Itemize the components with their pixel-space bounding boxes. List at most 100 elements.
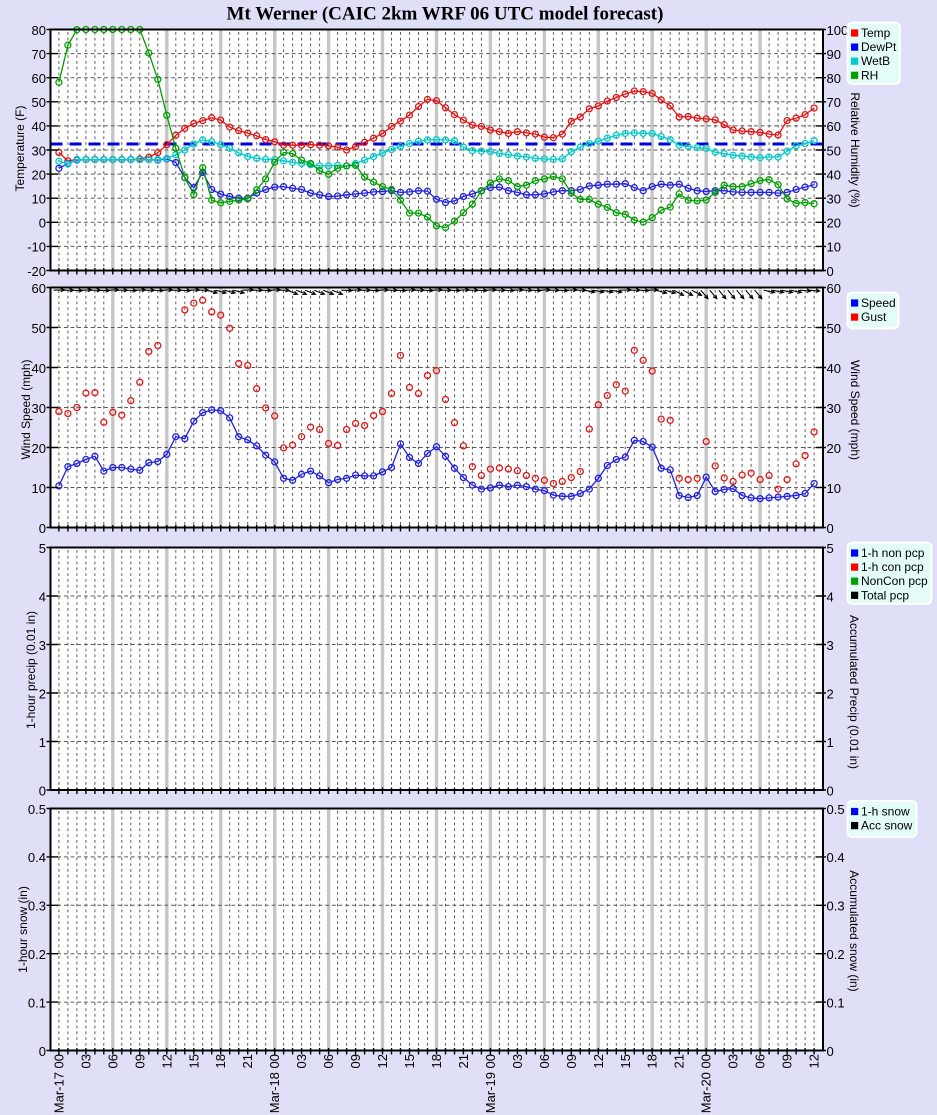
svg-text:12: 12 [807, 1054, 822, 1068]
svg-text:20: 20 [32, 441, 46, 456]
svg-text:1: 1 [827, 735, 834, 750]
svg-text:09: 09 [780, 1054, 795, 1068]
svg-text:09: 09 [348, 1054, 363, 1068]
svg-text:03: 03 [510, 1054, 525, 1068]
svg-text:50: 50 [32, 95, 46, 110]
svg-text:15: 15 [618, 1054, 633, 1068]
svg-text:0.5: 0.5 [28, 802, 46, 817]
svg-text:5: 5 [827, 541, 834, 556]
svg-text:10: 10 [827, 240, 841, 255]
svg-text:-20: -20 [27, 264, 46, 279]
svg-text:WetB: WetB [861, 54, 890, 68]
svg-text:18: 18 [645, 1054, 660, 1068]
svg-text:1-h con pcp: 1-h con pcp [861, 560, 924, 574]
svg-text:0.2: 0.2 [28, 947, 46, 962]
svg-text:1: 1 [39, 735, 46, 750]
svg-text:0: 0 [827, 1044, 834, 1059]
svg-text:09: 09 [132, 1054, 147, 1068]
svg-text:Mar-19 00: Mar-19 00 [483, 1054, 498, 1113]
svg-text:20: 20 [32, 167, 46, 182]
svg-text:2: 2 [827, 686, 834, 701]
svg-text:4: 4 [827, 589, 834, 604]
svg-text:80: 80 [32, 23, 46, 38]
svg-text:80: 80 [827, 71, 841, 86]
svg-text:Mar-20 00: Mar-20 00 [699, 1054, 714, 1113]
svg-text:40: 40 [32, 361, 46, 376]
svg-text:Mt Werner (CAIC 2km WRF 06 UTC: Mt Werner (CAIC 2km WRF 06 UTC model for… [227, 4, 664, 25]
svg-text:60: 60 [32, 281, 46, 296]
svg-text:4: 4 [39, 589, 46, 604]
svg-text:12: 12 [375, 1054, 390, 1068]
svg-text:Speed: Speed [861, 296, 896, 310]
svg-text:Mar-18 00: Mar-18 00 [267, 1054, 282, 1113]
svg-text:40: 40 [32, 119, 46, 134]
svg-text:0.4: 0.4 [827, 850, 845, 865]
svg-text:Wind Speed (mph): Wind Speed (mph) [848, 360, 862, 460]
svg-text:10: 10 [827, 481, 841, 496]
svg-text:20: 20 [827, 441, 841, 456]
svg-text:15: 15 [402, 1054, 417, 1068]
svg-text:0.4: 0.4 [28, 850, 46, 865]
svg-text:50: 50 [827, 321, 841, 336]
svg-text:5: 5 [39, 541, 46, 556]
svg-text:06: 06 [105, 1054, 120, 1068]
svg-text:30: 30 [827, 401, 841, 416]
svg-text:0: 0 [39, 521, 46, 536]
svg-text:30: 30 [32, 401, 46, 416]
svg-text:20: 20 [827, 216, 841, 231]
svg-text:0: 0 [39, 783, 46, 798]
svg-text:90: 90 [827, 47, 841, 62]
svg-text:0: 0 [39, 1044, 46, 1059]
svg-text:0.3: 0.3 [28, 899, 46, 914]
svg-text:0.5: 0.5 [827, 802, 845, 817]
svg-text:1-hour snow (in): 1-hour snow (in) [16, 886, 30, 973]
svg-text:3: 3 [39, 638, 46, 653]
svg-text:Relative Humidity (%): Relative Humidity (%) [848, 92, 862, 207]
svg-text:12: 12 [159, 1054, 174, 1068]
svg-text:21: 21 [456, 1054, 471, 1068]
svg-text:0: 0 [39, 216, 46, 231]
svg-text:0.3: 0.3 [827, 899, 845, 914]
svg-text:Temperature (F): Temperature (F) [13, 105, 27, 191]
svg-text:03: 03 [78, 1054, 93, 1068]
svg-text:10: 10 [32, 192, 46, 207]
svg-text:12: 12 [591, 1054, 606, 1068]
svg-text:10: 10 [32, 481, 46, 496]
svg-text:21: 21 [240, 1054, 255, 1068]
svg-text:0.1: 0.1 [28, 995, 46, 1010]
svg-text:RH: RH [861, 68, 878, 82]
svg-text:60: 60 [32, 71, 46, 86]
svg-text:1-h non pcp: 1-h non pcp [861, 546, 925, 560]
svg-text:1-hour precip (0.01 in): 1-hour precip (0.01 in) [24, 611, 38, 729]
svg-text:-10: -10 [27, 240, 46, 255]
svg-text:06: 06 [321, 1054, 336, 1068]
svg-text:Gust: Gust [861, 310, 887, 324]
svg-text:0: 0 [827, 264, 834, 279]
svg-text:30: 30 [32, 143, 46, 158]
svg-text:Wind Speed (mph): Wind Speed (mph) [19, 359, 33, 459]
svg-text:Mar-17 00: Mar-17 00 [51, 1054, 66, 1113]
svg-text:2: 2 [39, 686, 46, 701]
svg-text:15: 15 [186, 1054, 201, 1068]
svg-text:30: 30 [827, 192, 841, 207]
svg-text:NonCon pcp: NonCon pcp [861, 574, 928, 588]
svg-text:03: 03 [726, 1054, 741, 1068]
svg-text:03: 03 [294, 1054, 309, 1068]
svg-text:40: 40 [827, 361, 841, 376]
svg-text:18: 18 [429, 1054, 444, 1068]
svg-text:06: 06 [537, 1054, 552, 1068]
svg-text:50: 50 [32, 321, 46, 336]
svg-text:18: 18 [213, 1054, 228, 1068]
svg-text:0.2: 0.2 [827, 947, 845, 962]
svg-text:40: 40 [827, 167, 841, 182]
svg-text:21: 21 [672, 1054, 687, 1068]
svg-text:50: 50 [827, 143, 841, 158]
svg-text:60: 60 [827, 281, 841, 296]
svg-text:70: 70 [32, 47, 46, 62]
svg-text:100: 100 [827, 23, 849, 38]
svg-text:09: 09 [564, 1054, 579, 1068]
svg-text:1-h snow: 1-h snow [861, 805, 910, 819]
svg-text:Accumulated snow (in): Accumulated snow (in) [847, 870, 861, 991]
svg-text:0.1: 0.1 [827, 995, 845, 1010]
svg-text:DewPt: DewPt [861, 40, 897, 54]
